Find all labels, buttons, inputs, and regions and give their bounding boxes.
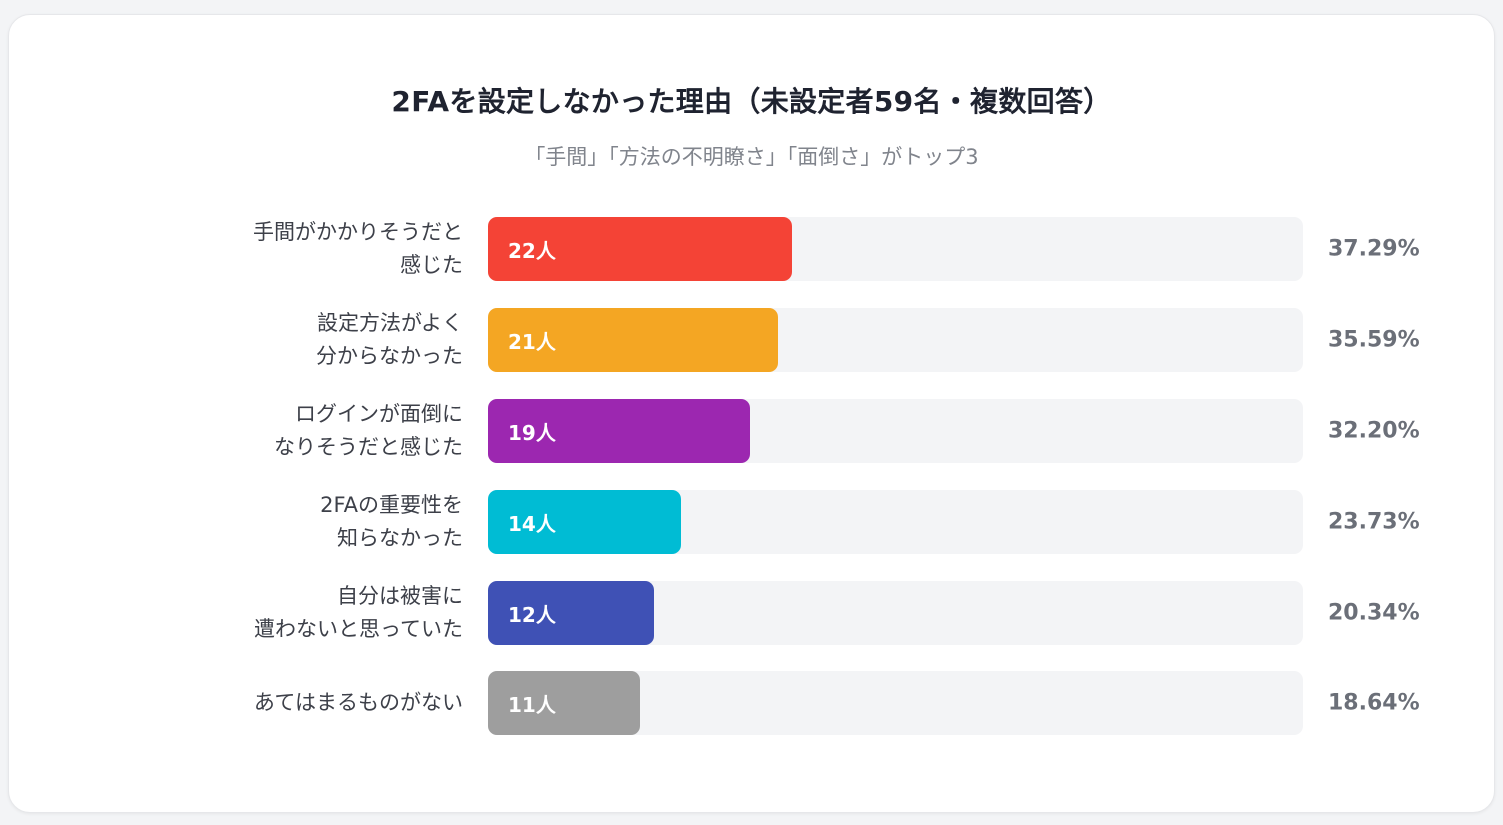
bar-label: ログインが面倒に なりそうだと感じた	[274, 402, 463, 459]
bar-row: 手間がかかりそうだと 感じた 22人 37.29%	[0, 217, 1503, 281]
bar-count: 19人	[508, 420, 556, 445]
bar-percentage: 20.34%	[1328, 600, 1420, 626]
bar-fill: 12人	[488, 581, 654, 645]
bar-fill: 11人	[488, 671, 640, 735]
bar-percentage: 32.20%	[1328, 418, 1420, 444]
bar-fill: 22人	[488, 217, 792, 281]
bar-count: 14人	[508, 511, 556, 536]
bar-row: 自分は被害に 遭わないと思っていた 12人 20.34%	[0, 581, 1503, 645]
bar-track: 14人	[488, 490, 1303, 554]
bar-count: 12人	[508, 602, 556, 627]
bar-label: 設定方法がよく 分からなかった	[316, 311, 463, 368]
bar-row: あてはまるものがない 11人 18.64%	[0, 671, 1503, 735]
bar-percentage: 35.59%	[1328, 327, 1420, 353]
bar-label: 手間がかかりそうだと 感じた	[253, 220, 463, 277]
chart-subtitle: 「手間」「方法の不明瞭さ」「面倒さ」がトップ3	[524, 145, 979, 169]
bar-label: 自分は被害に 遭わないと思っていた	[254, 584, 463, 641]
bar-count: 22人	[508, 238, 556, 263]
bar-fill: 19人	[488, 399, 751, 463]
bar-fill: 14人	[488, 490, 682, 554]
bar-percentage: 18.64%	[1328, 690, 1420, 716]
bar-count: 11人	[508, 692, 556, 717]
bar-percentage: 23.73%	[1328, 509, 1420, 535]
bar-label: 2FAの重要性を 知らなかった	[320, 493, 463, 550]
bar-track: 22人	[488, 217, 1303, 281]
bar-percentage: 37.29%	[1328, 236, 1420, 262]
bar-row: ログインが面倒に なりそうだと感じた 19人 32.20%	[0, 399, 1503, 463]
bar-row: 設定方法がよく 分からなかった 21人 35.59%	[0, 308, 1503, 372]
bar-count: 21人	[508, 329, 556, 354]
chart-title: 2FAを設定しなかった理由（未設定者59名・複数回答）	[391, 85, 1112, 118]
bar-row: 2FAの重要性を 知らなかった 14人 23.73%	[0, 490, 1503, 554]
bar-label: あてはまるものがない	[253, 690, 463, 715]
bar-track: 21人	[488, 308, 1303, 372]
bar-track: 12人	[488, 581, 1303, 645]
bar-track: 19人	[488, 399, 1303, 463]
bar-track: 11人	[488, 671, 1303, 735]
bar-fill: 21人	[488, 308, 779, 372]
